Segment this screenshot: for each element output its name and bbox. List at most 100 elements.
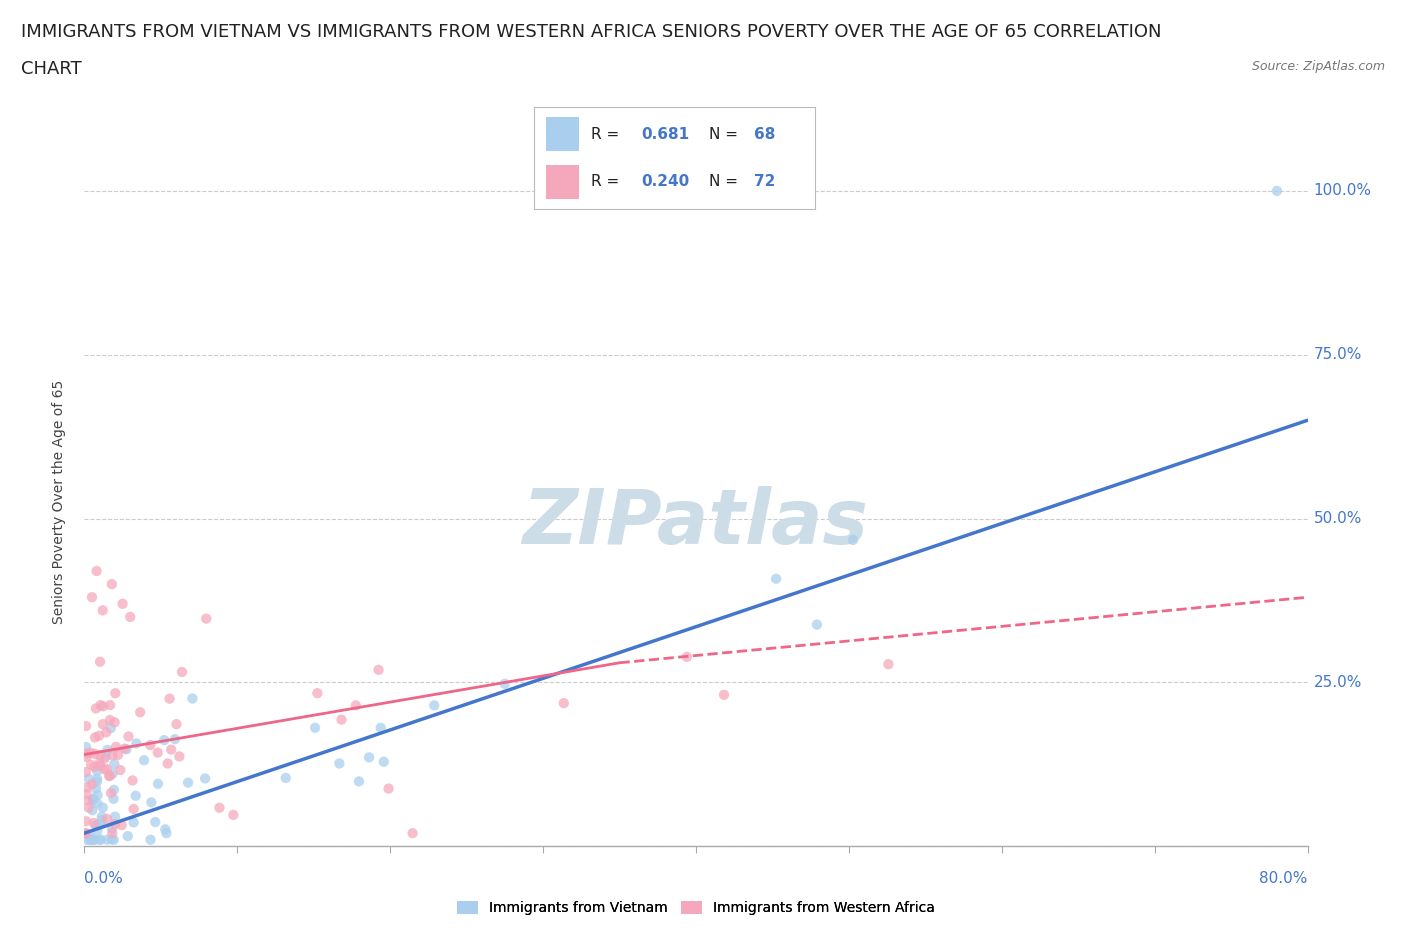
Bar bbox=[546, 166, 579, 199]
Point bbox=[181, 691, 204, 706]
Point bbox=[139, 737, 162, 752]
Point bbox=[806, 618, 828, 632]
Point bbox=[101, 821, 124, 836]
Point bbox=[101, 826, 124, 841]
Point bbox=[166, 717, 188, 732]
Point bbox=[91, 698, 114, 713]
Point bbox=[98, 698, 121, 712]
Point bbox=[177, 776, 200, 790]
Point bbox=[129, 705, 152, 720]
Point bbox=[163, 732, 186, 747]
Point bbox=[117, 829, 139, 844]
Point bbox=[76, 780, 98, 795]
Point bbox=[89, 817, 111, 831]
Point bbox=[84, 781, 107, 796]
Text: 0.681: 0.681 bbox=[641, 127, 689, 142]
Point bbox=[75, 826, 97, 841]
Point bbox=[83, 832, 105, 847]
Y-axis label: Seniors Poverty Over the Age of 65: Seniors Poverty Over the Age of 65 bbox=[52, 380, 66, 624]
Point bbox=[274, 770, 297, 785]
Point bbox=[367, 662, 389, 677]
Text: ZIPatlas: ZIPatlas bbox=[523, 485, 869, 560]
Point bbox=[107, 748, 129, 763]
Point bbox=[80, 832, 103, 847]
Point bbox=[117, 729, 139, 744]
Point bbox=[120, 609, 142, 624]
Point bbox=[82, 803, 104, 817]
Point bbox=[156, 756, 179, 771]
Point bbox=[77, 800, 100, 815]
Point bbox=[89, 832, 111, 847]
Point bbox=[91, 603, 114, 618]
Point bbox=[401, 826, 423, 841]
Point bbox=[75, 826, 97, 841]
Point bbox=[195, 611, 218, 626]
Text: 0.0%: 0.0% bbox=[84, 871, 124, 886]
Point bbox=[194, 771, 217, 786]
Point bbox=[96, 812, 118, 827]
Point bbox=[87, 728, 110, 743]
Point bbox=[79, 832, 101, 847]
Point bbox=[79, 745, 101, 760]
Point bbox=[96, 832, 118, 847]
Point bbox=[104, 817, 127, 831]
Point bbox=[344, 698, 367, 712]
Point bbox=[159, 691, 181, 706]
Point bbox=[359, 750, 381, 764]
Point bbox=[86, 788, 108, 803]
Text: 72: 72 bbox=[754, 174, 775, 189]
Text: 100.0%: 100.0% bbox=[1313, 183, 1372, 198]
Point bbox=[77, 828, 100, 843]
Point bbox=[125, 789, 148, 804]
Point bbox=[114, 741, 136, 756]
Text: N =: N = bbox=[709, 174, 742, 189]
Text: 25.0%: 25.0% bbox=[1313, 675, 1362, 690]
Text: R =: R = bbox=[591, 127, 624, 142]
Point bbox=[86, 564, 108, 578]
Point bbox=[89, 748, 111, 763]
Point bbox=[125, 736, 148, 751]
Point bbox=[82, 791, 104, 806]
Point bbox=[121, 773, 143, 788]
Point bbox=[146, 777, 169, 791]
Point bbox=[89, 755, 111, 770]
Point bbox=[84, 701, 107, 716]
Point bbox=[86, 771, 108, 786]
Point bbox=[103, 782, 125, 797]
Point bbox=[115, 742, 138, 757]
Point bbox=[169, 749, 191, 764]
Point bbox=[91, 800, 114, 815]
Point bbox=[86, 823, 108, 838]
Point bbox=[80, 757, 103, 772]
Point bbox=[100, 721, 122, 736]
Text: R =: R = bbox=[591, 174, 624, 189]
Point bbox=[494, 676, 516, 691]
Point bbox=[111, 817, 134, 832]
Point bbox=[153, 733, 176, 748]
Point bbox=[84, 747, 107, 762]
Point bbox=[141, 795, 163, 810]
Point bbox=[84, 730, 107, 745]
Text: 68: 68 bbox=[754, 127, 775, 142]
Point bbox=[1265, 183, 1288, 198]
Point bbox=[75, 764, 97, 779]
Point bbox=[76, 750, 98, 764]
Point bbox=[83, 816, 105, 830]
Point bbox=[83, 832, 105, 847]
Point bbox=[80, 590, 103, 604]
Point bbox=[90, 809, 112, 824]
Point bbox=[89, 758, 111, 773]
Point bbox=[75, 719, 97, 734]
Point bbox=[328, 756, 350, 771]
Point bbox=[160, 742, 183, 757]
Point bbox=[104, 715, 127, 730]
Text: 75.0%: 75.0% bbox=[1313, 347, 1362, 362]
Point bbox=[86, 764, 108, 778]
Point bbox=[155, 826, 177, 841]
Point bbox=[111, 596, 134, 611]
Point bbox=[170, 665, 193, 680]
Point bbox=[155, 822, 177, 837]
Point bbox=[103, 791, 125, 806]
Point bbox=[76, 832, 98, 847]
Point bbox=[75, 739, 97, 754]
